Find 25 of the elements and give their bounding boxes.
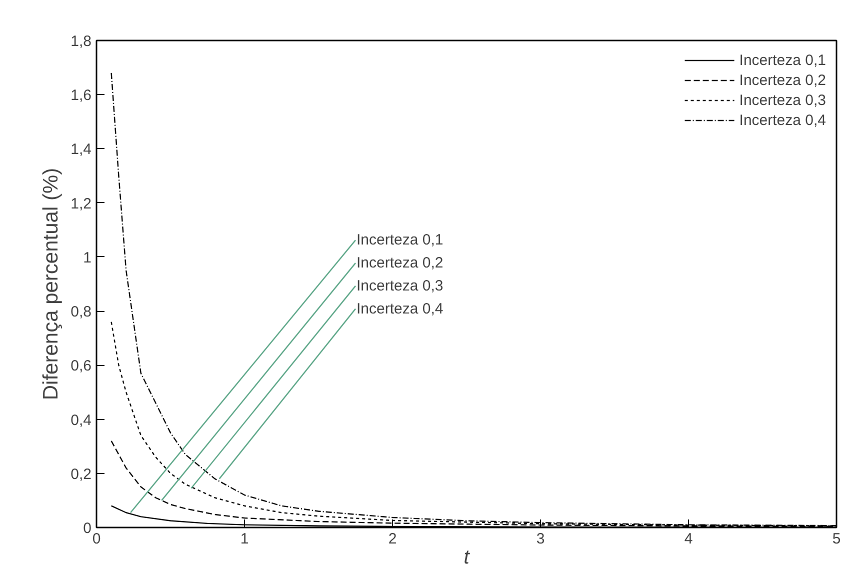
legend-label: Incerteza 0,4 [739, 112, 826, 128]
legend-label: Incerteza 0,2 [739, 72, 826, 88]
y-axis-title: Diferença percentual (%) [40, 168, 63, 400]
y-tick-label: 1 [83, 249, 92, 266]
x-tick-label: 4 [684, 530, 693, 548]
x-tick-label: 2 [388, 530, 397, 548]
legend-label: Incerteza 0,1 [739, 52, 826, 68]
annotation: Incerteza 0,4 [356, 300, 444, 318]
y-tick-label: 0,6 [70, 358, 92, 375]
annotation: Incerteza 0,3 [356, 277, 444, 294]
annotation: Incerteza 0,2 [356, 254, 444, 272]
y-tick-label: 1,6 [70, 87, 92, 104]
annotation: Incerteza 0,1 [356, 232, 444, 249]
y-tick-label: 0,4 [70, 412, 92, 429]
x-tick-label: 3 [536, 530, 545, 548]
x-tick-label: 1 [240, 530, 249, 548]
x-tick-label: 5 [832, 530, 841, 548]
y-tick-label: 0 [83, 520, 92, 537]
y-tick-label: 1,2 [70, 195, 92, 212]
y-tick-label: 1,4 [70, 141, 92, 158]
y-tick-label: 0,8 [70, 304, 92, 321]
y-tick-label: 1,8 [70, 33, 92, 50]
y-tick-label: 0,2 [70, 466, 92, 483]
x-axis-title: t [464, 546, 471, 568]
legend-label: Incerteza 0,3 [739, 92, 826, 108]
